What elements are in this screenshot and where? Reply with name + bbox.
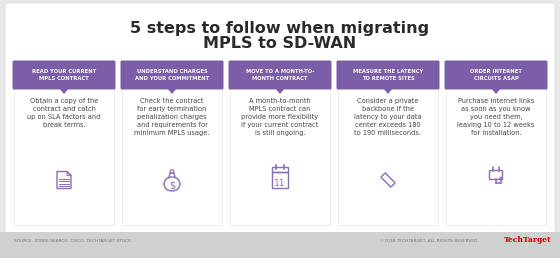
Polygon shape	[167, 88, 177, 94]
Text: ©2018 TECHTARGET. ALL RIGHTS RESERVED.: ©2018 TECHTARGET. ALL RIGHTS RESERVED.	[380, 239, 479, 243]
FancyBboxPatch shape	[338, 62, 438, 225]
Text: TechTarget: TechTarget	[504, 236, 552, 244]
Polygon shape	[275, 88, 285, 94]
FancyBboxPatch shape	[5, 3, 555, 235]
FancyBboxPatch shape	[120, 60, 223, 90]
Text: MPLS to SD-WAN: MPLS to SD-WAN	[203, 36, 357, 52]
Text: 11: 11	[274, 179, 286, 188]
FancyBboxPatch shape	[14, 62, 114, 225]
Text: READ YOUR CURRENT
MPLS CONTRACT: READ YOUR CURRENT MPLS CONTRACT	[32, 69, 96, 80]
Text: A month-to-month
MPLS contract can
provide more flexibility
if your current cont: A month-to-month MPLS contract can provi…	[241, 98, 319, 136]
Text: Obtain a copy of the
contract and catch
up on SLA factors and
break terms.: Obtain a copy of the contract and catch …	[27, 98, 101, 128]
Text: MOVE TO A MONTH-TO-
MONTH CONTRACT: MOVE TO A MONTH-TO- MONTH CONTRACT	[246, 69, 314, 80]
FancyBboxPatch shape	[12, 60, 115, 90]
FancyBboxPatch shape	[228, 60, 332, 90]
Polygon shape	[59, 88, 69, 94]
FancyBboxPatch shape	[122, 62, 222, 225]
FancyBboxPatch shape	[337, 60, 440, 90]
FancyBboxPatch shape	[445, 60, 548, 90]
FancyBboxPatch shape	[230, 62, 330, 225]
Text: $: $	[169, 180, 175, 190]
Text: 5 steps to follow when migrating: 5 steps to follow when migrating	[130, 20, 430, 36]
Polygon shape	[491, 88, 501, 94]
Text: UNDERSTAND CHARGES
AND YOUR COMMITMENT: UNDERSTAND CHARGES AND YOUR COMMITMENT	[135, 69, 209, 80]
Text: Check the contract
for early termination
penalization charges
and requirements f: Check the contract for early termination…	[134, 98, 210, 136]
FancyBboxPatch shape	[446, 62, 546, 225]
Text: Consider a private
backbone if the
latency to your data
center exceeds 180
to 19: Consider a private backbone if the laten…	[354, 98, 422, 136]
Text: SOURCE: ZTREE SEARCH, CISCO, TECHTARGET STOCK: SOURCE: ZTREE SEARCH, CISCO, TECHTARGET …	[14, 239, 131, 243]
Text: MEASURE THE LATENCY
TO REMOTE SITES: MEASURE THE LATENCY TO REMOTE SITES	[353, 69, 423, 80]
Text: ORDER INTERNET
CIRCUITS ASAP: ORDER INTERNET CIRCUITS ASAP	[470, 69, 522, 80]
FancyBboxPatch shape	[0, 232, 560, 258]
Text: Purchase internet links
as soon as you know
you need them,
leaving 10 to 12 week: Purchase internet links as soon as you k…	[458, 98, 535, 136]
Polygon shape	[383, 88, 393, 94]
